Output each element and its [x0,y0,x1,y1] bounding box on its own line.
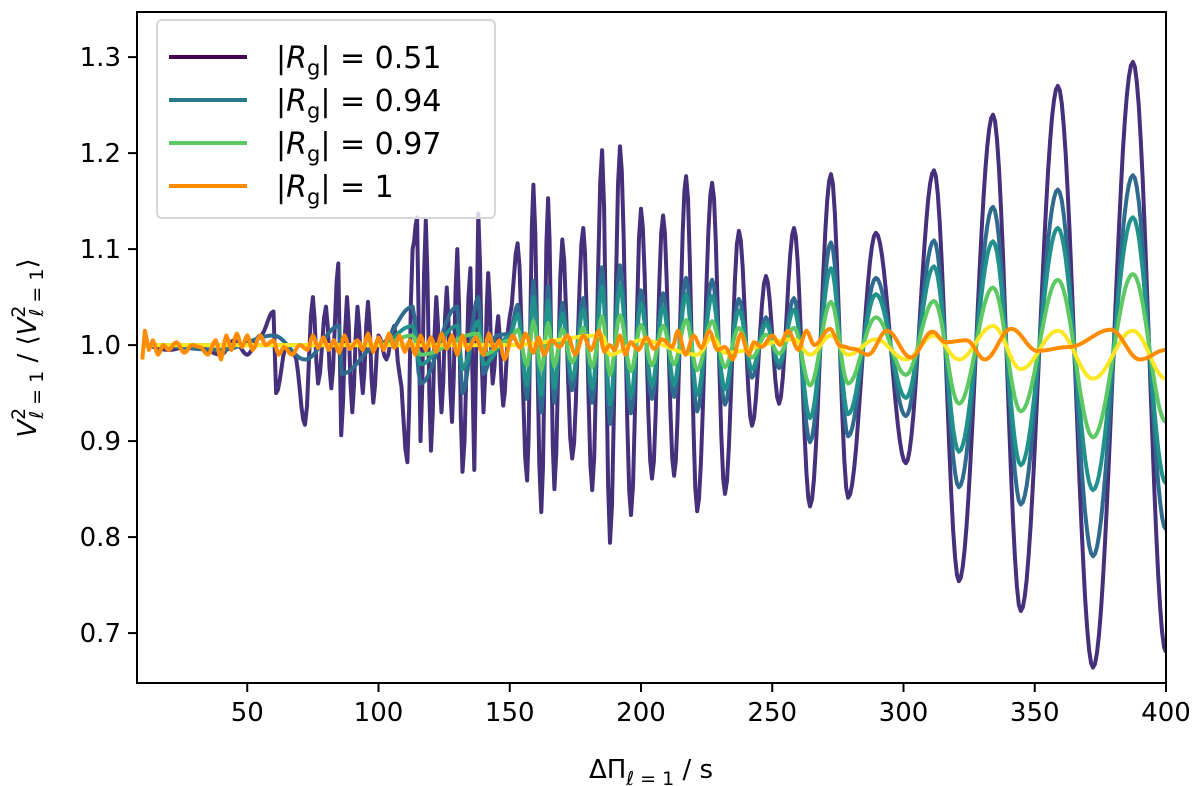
legend-box [156,19,496,219]
x-tick-label: 250 [747,698,797,728]
x-tick-label: 50 [231,698,264,728]
legend-label: |Rg| = 0.51 [276,41,441,80]
series-line-1 [142,173,1166,559]
y-axis: 0.7 0.8 0.9 1.0 1.1 1.2 1.3 [80,43,137,649]
y-tick-label: 0.7 [80,619,121,649]
y-tick-label: 1.1 [80,235,121,265]
y-tick-label: 1.3 [80,43,121,73]
plot-frame [136,11,1167,684]
y-axis-label: V2ℓ = 1 / ⟨V2ℓ = 1⟩ [8,258,48,437]
legend-label: |Rg| = 1 [276,170,394,209]
x-tick-label: 100 [354,698,404,728]
legend-label: |Rg| = 0.94 [276,84,441,123]
y-tick-label: 0.9 [80,427,121,457]
x-tick-label: 150 [485,698,535,728]
y-tick-label: 0.8 [80,523,121,553]
x-axis: 50 100 150 200 250 300 350 400 [231,683,1191,728]
x-tick-label: 300 [879,698,929,728]
x-tick-label: 200 [616,698,666,728]
series-lines [140,59,1166,670]
y-tick-label: 1.0 [80,331,121,361]
legend: |Rg| = 0.51 |Rg| = 0.94 |Rg| = 0.97 |Rg| = … [156,19,496,219]
x-axis-label: ΔΠℓ = 1 / s [589,755,713,786]
series-line-5 [140,326,1166,362]
legend-label: |Rg| = 0.97 [276,127,441,166]
y-tick-label: 1.2 [80,139,121,169]
x-tick-label: 400 [1141,698,1191,728]
x-tick-label: 350 [1010,698,1060,728]
series-line-0 [142,59,1166,670]
